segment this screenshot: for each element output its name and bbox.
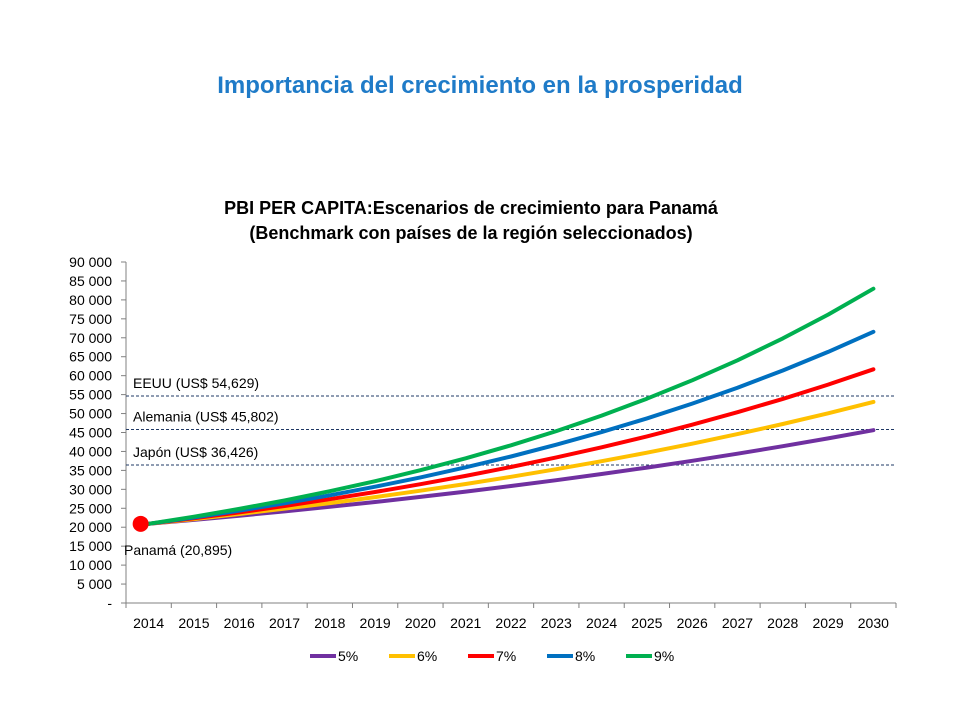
y-tick-label: 40 000: [69, 443, 112, 459]
y-tick-label: 70 000: [69, 330, 112, 346]
benchmark-label: Alemania (US$ 45,802): [133, 408, 279, 424]
y-tick-label: 20 000: [69, 519, 112, 535]
benchmark-lines: EEUU (US$ 54,629) Alemania (US$ 45,802) Ja…: [126, 375, 896, 466]
y-tick-label: 5 000: [77, 576, 112, 592]
legend-label: 5%: [338, 648, 358, 664]
x-tick-label: 2022: [495, 615, 526, 631]
series-lines: [146, 286, 876, 526]
legend-label: 8%: [575, 648, 595, 664]
y-tick-label: 25 000: [69, 500, 112, 516]
chart-title: PBI PER CAPITA:Escenarios de crecimiento…: [224, 198, 719, 218]
x-tick-label: 2019: [360, 615, 391, 631]
legend: 5% 6% 7% 8% 9%: [310, 648, 674, 664]
y-tick-label: 80 000: [69, 292, 112, 308]
x-tick-label: 2016: [224, 615, 255, 631]
series-line: [146, 399, 876, 526]
legend-label: 6%: [417, 648, 437, 664]
y-tick-label: 65 000: [69, 349, 112, 365]
x-tick-label: 2017: [269, 615, 300, 631]
y-tick-label: 60 000: [69, 368, 112, 384]
y-tick-label: 55 000: [69, 387, 112, 403]
y-tick-label: 15 000: [69, 538, 112, 554]
chart-subtitle: (Benchmark con países de la región selec…: [249, 223, 692, 243]
x-tick-label: 2018: [314, 615, 345, 631]
y-tick-label: 35 000: [69, 462, 112, 478]
x-tick-label: 2025: [631, 615, 662, 631]
series-line: [146, 286, 876, 526]
y-tick-label: 45 000: [69, 425, 112, 441]
x-tick-label: 2024: [586, 615, 617, 631]
slide-title: Importancia del crecimiento en la prospe…: [217, 72, 743, 99]
benchmark-label: EEUU (US$ 54,629): [133, 375, 259, 391]
start-point-group: Panamá (20,895): [124, 515, 232, 558]
legend-label: 9%: [654, 648, 674, 664]
axes: - 5 000 10 000 15 000 20 000 25 000 30 000 35 0…: [69, 254, 897, 631]
y-tick-label: -: [107, 595, 112, 611]
series-line: [146, 428, 876, 526]
x-tick-label: 2030: [858, 615, 889, 631]
x-tick-label: 2015: [178, 615, 209, 631]
x-tick-label: 2028: [767, 615, 798, 631]
legend-label: 7%: [496, 648, 516, 664]
x-tick-label: 2014: [133, 615, 164, 631]
x-tick-label: 2023: [541, 615, 572, 631]
y-tick-label: 85 000: [69, 273, 112, 289]
x-tick-label: 2029: [812, 615, 843, 631]
x-tick-label: 2020: [405, 615, 436, 631]
start-point-marker: [132, 515, 149, 532]
x-tick-label: 2027: [722, 615, 753, 631]
start-point-label: Panamá (20,895): [124, 542, 232, 558]
y-tick-label: 30 000: [69, 481, 112, 497]
series-line: [146, 329, 876, 526]
x-tick-label: 2021: [450, 615, 481, 631]
series-line: [146, 367, 876, 526]
y-tick-label: 50 000: [69, 406, 112, 422]
y-tick-label: 90 000: [69, 254, 112, 270]
x-tick-label: 2026: [677, 615, 708, 631]
y-tick-label: 10 000: [69, 557, 112, 573]
y-tick-label: 75 000: [69, 311, 112, 327]
benchmark-label: Japón (US$ 36,426): [133, 444, 258, 460]
